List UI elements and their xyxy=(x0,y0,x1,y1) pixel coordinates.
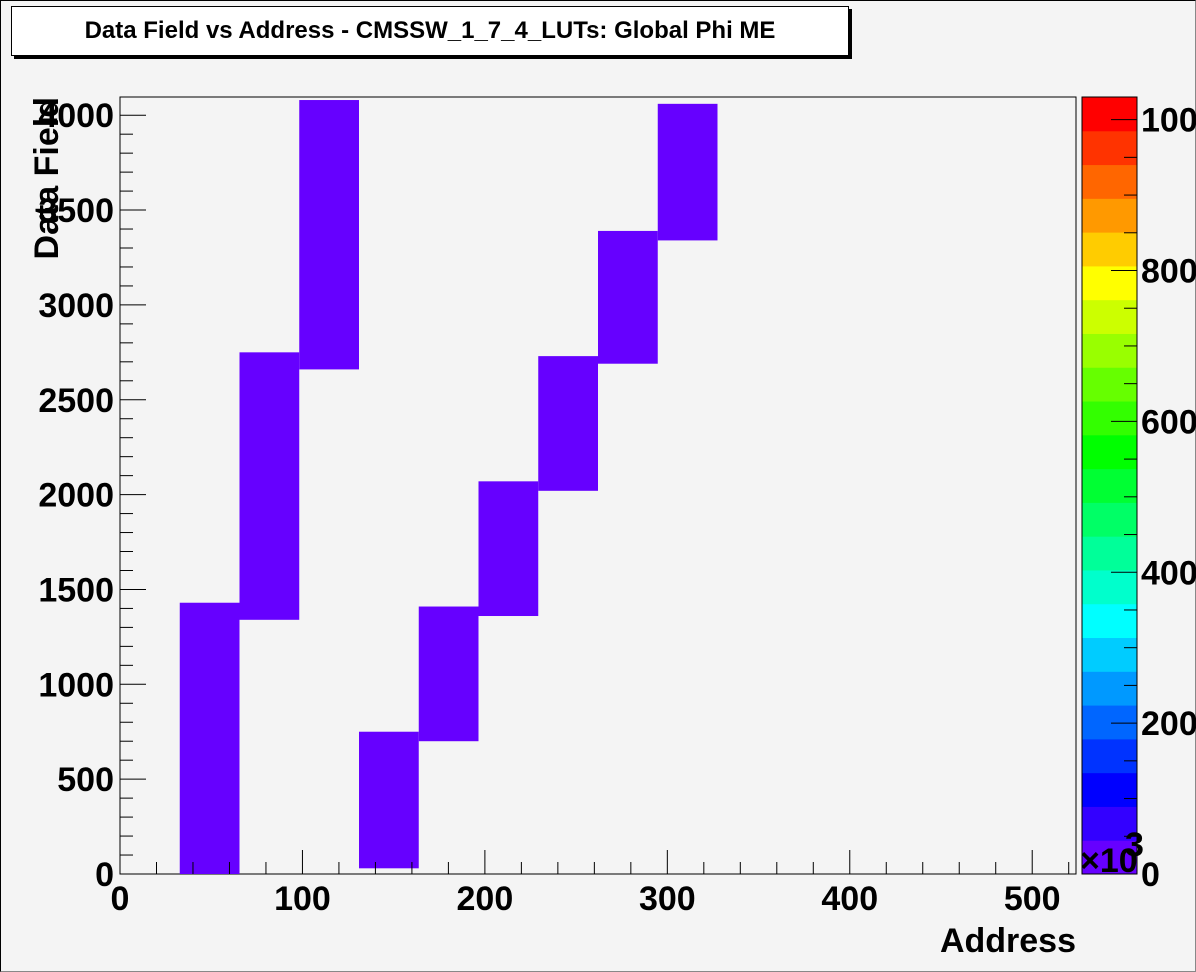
y-tick-label-2: 1000 xyxy=(38,666,114,704)
chart-title: Data Field vs Address - CMSSW_1_7_4_LUTs… xyxy=(11,6,849,56)
x-tick-label-0: 0 xyxy=(111,880,130,918)
heatmap-cell-4 xyxy=(418,606,479,742)
y-axis-title: Data Field xyxy=(28,97,66,259)
heatmap-cell-3 xyxy=(359,731,419,869)
colorbar-swatch-21 xyxy=(1082,130,1137,166)
colorbar-swatch-2 xyxy=(1082,772,1137,807)
colorbar: 0 200 400 600 800 1000 ×103 xyxy=(1080,96,1196,894)
x-tick-label-4: 400 xyxy=(821,880,878,918)
y-axis: 0 500 1000 1500 2000 2500 3000 3500 4000 xyxy=(38,97,146,894)
x-tick-label-1: 100 xyxy=(274,880,331,918)
heatmap-cell-8 xyxy=(657,103,718,241)
colorbar-swatch-3 xyxy=(1082,738,1137,774)
colorbar-swatch-18 xyxy=(1082,232,1137,267)
x-axis-title: Address xyxy=(940,922,1076,960)
colorbar-exponent: ×10 xyxy=(1080,842,1138,880)
heatmap-cell-7 xyxy=(598,230,658,364)
colorbar-swatch-13 xyxy=(1082,401,1137,436)
colorbar-swatch-5 xyxy=(1082,671,1137,706)
colorbar-frame xyxy=(1081,96,1138,875)
heatmap-cell-0 xyxy=(179,602,240,874)
x-tick-label-2: 200 xyxy=(457,880,514,918)
colorbar-swatch-22 xyxy=(1082,97,1137,132)
colorbar-swatch-20 xyxy=(1082,164,1137,199)
y-tick-label-3: 1500 xyxy=(38,571,114,609)
y-tick-label-6: 3000 xyxy=(38,287,114,325)
heatmap-cell-6 xyxy=(538,356,598,491)
colorbar-swatch-10 xyxy=(1082,502,1137,537)
y-tick-label-1: 500 xyxy=(57,761,114,799)
colorbar-tick-label-5: 1000 xyxy=(1141,102,1196,140)
colorbar-tick-label-0: 0 xyxy=(1141,856,1160,894)
x-tick-label-5: 500 xyxy=(1004,880,1061,918)
colorbar-swatch-0 xyxy=(1082,840,1137,875)
x-tick-label-3: 300 xyxy=(639,880,696,918)
colorbar-swatch-4 xyxy=(1082,705,1137,740)
colorbar-swatch-14 xyxy=(1082,367,1137,402)
y-tick-label-0: 0 xyxy=(95,856,114,894)
colorbar-tick-label-3: 600 xyxy=(1141,403,1196,441)
heatmap-cell-2 xyxy=(299,100,359,370)
colorbar-swatch-19 xyxy=(1082,198,1137,233)
colorbar-swatch-7 xyxy=(1082,603,1137,639)
y-tick-label-4: 2000 xyxy=(38,477,114,515)
heatmap-cells xyxy=(179,100,718,874)
colorbar-tick-label-2: 400 xyxy=(1141,554,1196,592)
x-axis: 0 100 200 300 400 500 xyxy=(111,850,1070,918)
y-tick-label-8: 4000 xyxy=(38,97,114,135)
heatmap-cell-1 xyxy=(239,352,300,620)
colorbar-exponent-power: 3 xyxy=(1125,826,1144,864)
colorbar-tick-label-1: 200 xyxy=(1141,705,1196,743)
colorbar-swatch-11 xyxy=(1082,468,1137,503)
y-tick-label-5: 2500 xyxy=(38,382,114,420)
colorbar-swatch-1 xyxy=(1082,806,1137,841)
colorbar-swatch-9 xyxy=(1082,536,1137,571)
colorbar-swatch-16 xyxy=(1082,299,1137,334)
colorbar-swatch-17 xyxy=(1082,265,1137,301)
heatmap-cell-5 xyxy=(478,481,539,617)
colorbar-swatch-15 xyxy=(1082,333,1137,368)
colorbar-tick-label-4: 800 xyxy=(1141,253,1196,291)
colorbar-swatch-8 xyxy=(1082,569,1137,605)
colorbar-swatch-6 xyxy=(1082,637,1137,672)
colorbar-swatch-12 xyxy=(1082,434,1137,470)
y-tick-label-7: 3500 xyxy=(38,192,114,230)
